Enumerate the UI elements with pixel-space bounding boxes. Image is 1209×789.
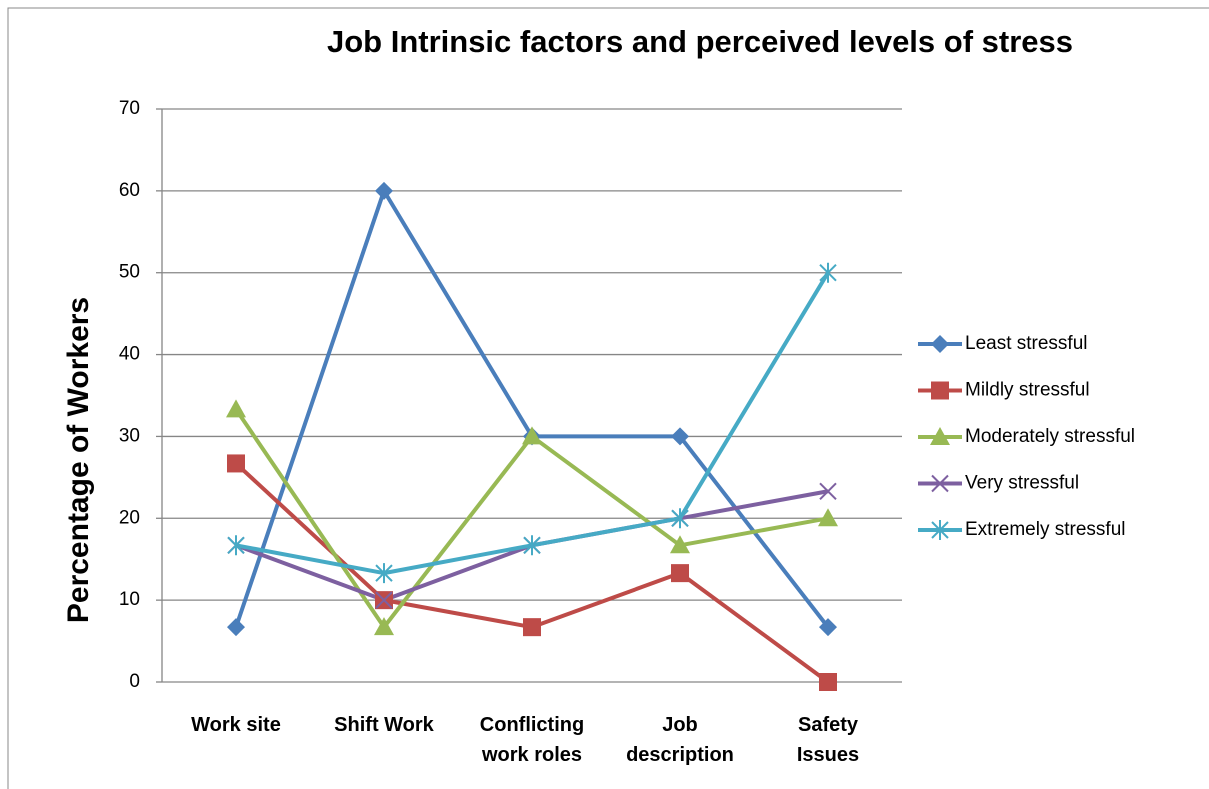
y-tick-label: 40 [119,344,140,365]
legend-label: Least stressful [965,333,1088,354]
data-point [375,591,393,609]
series-line [235,271,830,576]
y-tick-label: 20 [119,507,140,528]
data-point [523,618,541,637]
x-tick-label: Safety Issues [796,714,860,766]
legend-label: Mildly stressful [965,380,1090,401]
x-tick-label: Shift Work [334,714,434,736]
y-tick-label: 0 [129,671,140,692]
series-line [234,461,830,684]
y-tick-label: 30 [119,425,140,446]
y-tick-label: 50 [119,262,140,283]
y-axis-label: Percentage of Workers [62,297,95,623]
data-point [671,427,689,446]
x-tick-label: Conflicting work roles [479,714,585,766]
data-point [226,399,246,418]
data-point [523,535,541,556]
data-point [375,563,393,584]
data-point [374,617,394,636]
data-point [670,535,690,554]
x-tick-label: Job description [626,714,734,766]
data-point [671,564,689,583]
y-tick-label: 10 [119,589,140,610]
chart-border [7,7,1209,789]
data-point [671,508,689,529]
data-point [522,426,542,445]
legend-label: Extremely stressful [965,519,1125,540]
data-point [819,618,837,637]
data-point [227,454,245,473]
data-point [819,262,837,283]
chart-title: Job Intrinsic factors and perceived leve… [327,24,1073,59]
legend-marker [931,381,949,400]
y-tick-label: 60 [119,180,140,201]
legend-marker [931,520,949,540]
legend-marker [930,427,950,445]
legend-label: Moderately stressful [965,426,1135,447]
legend-label: Very stressful [965,473,1079,494]
data-point [375,181,393,200]
y-tick-label: 70 [119,98,140,119]
data-point [818,508,838,527]
data-point [227,618,245,637]
legend-marker [931,474,949,493]
legend-marker [931,335,949,353]
data-point [819,482,837,500]
data-point [227,535,245,556]
x-tick-label: Work site [191,714,281,736]
data-point [819,673,837,691]
